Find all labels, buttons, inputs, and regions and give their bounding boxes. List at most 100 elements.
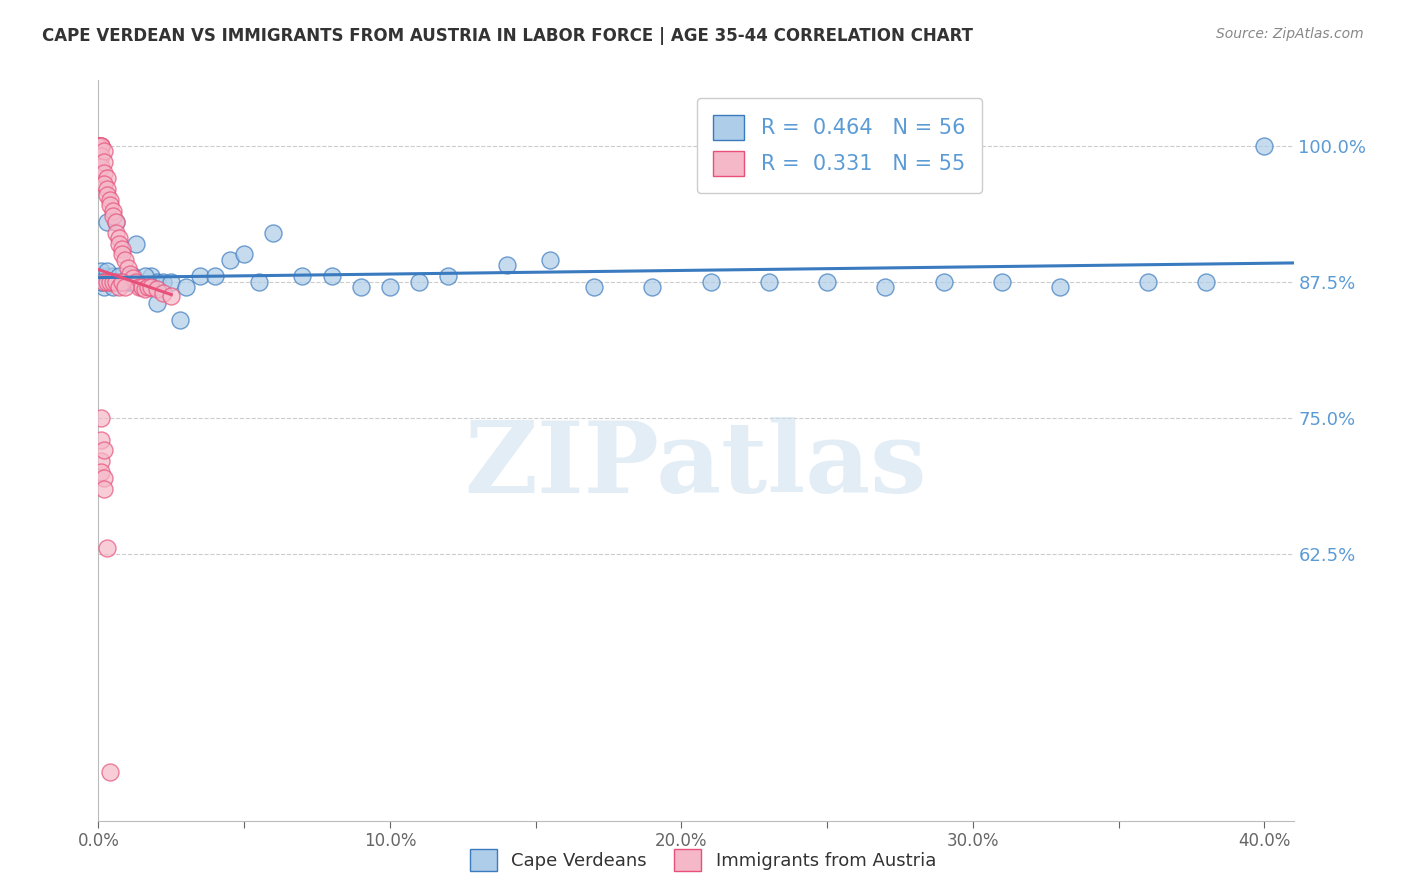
Point xyxy=(90,138,112,153)
Point xyxy=(87,138,110,153)
Point xyxy=(101,203,124,218)
Point xyxy=(134,269,156,284)
Point xyxy=(291,269,314,284)
Point xyxy=(93,144,115,158)
Point xyxy=(90,433,112,447)
Point xyxy=(174,280,197,294)
Point xyxy=(108,231,131,245)
Point xyxy=(90,410,112,425)
Point xyxy=(932,275,955,289)
Text: CAPE VERDEAN VS IMMIGRANTS FROM AUSTRIA IN LABOR FORCE | AGE 35-44 CORRELATION C: CAPE VERDEAN VS IMMIGRANTS FROM AUSTRIA … xyxy=(42,27,973,45)
Point xyxy=(93,155,115,169)
Point xyxy=(1049,280,1071,294)
Point xyxy=(139,269,162,284)
Point xyxy=(114,252,136,267)
Point xyxy=(131,280,153,294)
Point xyxy=(139,280,162,294)
Point xyxy=(93,166,115,180)
Point xyxy=(538,252,561,267)
Point xyxy=(495,259,517,273)
Point xyxy=(90,264,112,278)
Point xyxy=(145,296,167,310)
Point xyxy=(90,454,112,468)
Point xyxy=(93,275,115,289)
Point xyxy=(96,541,118,556)
Point xyxy=(93,275,115,289)
Point xyxy=(87,138,110,153)
Point xyxy=(111,247,134,261)
Point xyxy=(134,282,156,296)
Point xyxy=(1195,275,1218,289)
Point xyxy=(98,764,121,779)
Point xyxy=(104,275,127,289)
Point xyxy=(111,275,134,289)
Point xyxy=(90,275,112,289)
Point xyxy=(98,275,121,289)
Point xyxy=(160,275,183,289)
Point xyxy=(108,269,131,284)
Point xyxy=(145,282,167,296)
Point xyxy=(204,269,226,284)
Point xyxy=(101,210,124,224)
Text: Source: ZipAtlas.com: Source: ZipAtlas.com xyxy=(1216,27,1364,41)
Point xyxy=(262,226,284,240)
Point xyxy=(104,215,127,229)
Point xyxy=(93,471,115,485)
Point xyxy=(875,280,897,294)
Point xyxy=(125,236,148,251)
Point xyxy=(111,242,134,256)
Point xyxy=(815,275,838,289)
Point xyxy=(96,215,118,229)
Point xyxy=(90,269,112,284)
Point xyxy=(117,275,139,289)
Point xyxy=(104,226,127,240)
Point xyxy=(152,275,174,289)
Point xyxy=(122,271,145,285)
Point xyxy=(87,138,110,153)
Point xyxy=(321,269,343,284)
Point xyxy=(408,275,430,289)
Point xyxy=(247,275,270,289)
Text: ZIPatlas: ZIPatlas xyxy=(465,417,927,514)
Point xyxy=(90,138,112,153)
Point xyxy=(160,289,183,303)
Point xyxy=(120,267,142,281)
Point xyxy=(1136,275,1159,289)
Point xyxy=(90,149,112,163)
Point xyxy=(90,465,112,479)
Point xyxy=(699,275,721,289)
Point xyxy=(218,252,240,267)
Point xyxy=(190,269,212,284)
Point xyxy=(641,280,664,294)
Point xyxy=(98,198,121,212)
Point xyxy=(93,443,115,458)
Point xyxy=(90,161,112,175)
Point xyxy=(98,193,121,207)
Point xyxy=(101,269,124,284)
Point xyxy=(101,280,124,294)
Point xyxy=(117,260,139,275)
Point xyxy=(108,236,131,251)
Point xyxy=(98,275,121,289)
Point xyxy=(104,275,127,289)
Point xyxy=(169,313,191,327)
Point xyxy=(96,275,118,289)
Point xyxy=(114,280,136,294)
Point xyxy=(582,280,605,294)
Point xyxy=(96,264,118,278)
Point xyxy=(131,280,153,294)
Point xyxy=(114,275,136,289)
Point xyxy=(120,275,142,289)
Point xyxy=(90,138,112,153)
Point xyxy=(125,275,148,289)
Y-axis label: In Labor Force | Age 35-44: In Labor Force | Age 35-44 xyxy=(0,331,8,570)
Point xyxy=(96,269,118,284)
Point xyxy=(145,275,167,289)
Point xyxy=(90,275,112,289)
Point xyxy=(111,275,134,289)
Point xyxy=(991,275,1014,289)
Point xyxy=(96,187,118,202)
Point xyxy=(136,280,159,294)
Point xyxy=(93,280,115,294)
Point xyxy=(437,269,460,284)
